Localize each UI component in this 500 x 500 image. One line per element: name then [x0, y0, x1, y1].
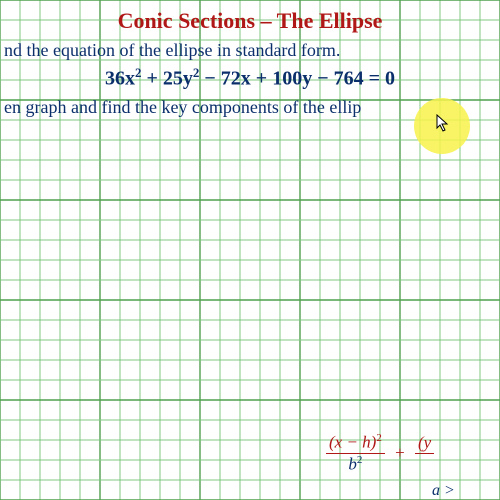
instruction-line-1: nd the equation of the ellipse in standa… [0, 40, 500, 61]
ellipse-equation: 36x2 + 25y2 − 72x + 100y − 764 = 0 [0, 65, 500, 91]
condition-text: a > [432, 482, 455, 500]
standard-form-formula: (x − h)2 b2 + (y [326, 432, 434, 474]
instruction-line-2: en graph and find the key components of … [0, 97, 500, 118]
formula-num-1: (x − h)2 [326, 432, 385, 453]
formula-den-1: b2 [326, 453, 385, 475]
formula-den-2 [415, 453, 434, 474]
slide-title: Conic Sections – The Ellipse [0, 8, 500, 34]
slide-content: Conic Sections – The Ellipse nd the equa… [0, 0, 500, 118]
formula-num-2: (y [415, 433, 434, 453]
